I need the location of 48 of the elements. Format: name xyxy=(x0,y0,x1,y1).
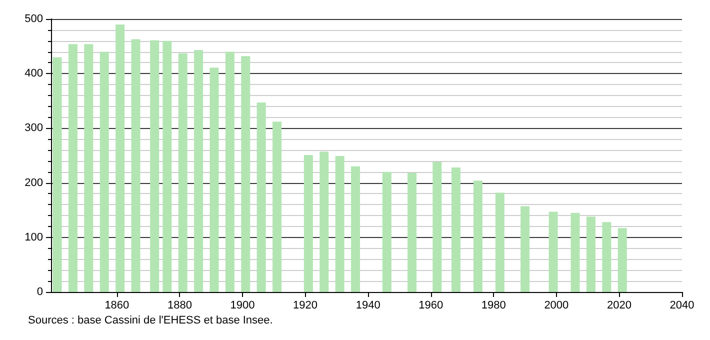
bar xyxy=(602,222,612,292)
bar xyxy=(351,166,360,292)
bar xyxy=(194,50,204,292)
bar xyxy=(150,40,160,292)
bar xyxy=(586,216,596,292)
source-note: Sources : base Cassini de l'EHESS et base Insee. xyxy=(28,314,273,326)
bar xyxy=(52,57,62,292)
bar xyxy=(210,68,219,292)
y-tick-label: 300 xyxy=(24,122,43,134)
x-tick-label: 1940 xyxy=(356,300,380,312)
x-tick-label: 2040 xyxy=(670,300,694,312)
bar xyxy=(520,206,530,292)
bar xyxy=(432,162,442,292)
bar xyxy=(304,154,313,292)
x-tick-label: 2000 xyxy=(544,300,569,312)
y-tick-label: 200 xyxy=(24,176,43,189)
bar xyxy=(162,40,172,292)
bar xyxy=(100,52,109,292)
x-tick-label: 1920 xyxy=(293,300,318,312)
x-tick-label: 1900 xyxy=(230,300,255,312)
x-tick-label: 1980 xyxy=(481,300,506,312)
bar xyxy=(495,192,504,292)
bar xyxy=(68,44,78,292)
bar xyxy=(272,122,282,292)
bar xyxy=(570,212,580,292)
bar xyxy=(225,52,234,292)
y-tick-label: 500 xyxy=(24,13,43,25)
bar xyxy=(256,102,266,292)
bar xyxy=(408,172,417,292)
bar xyxy=(116,24,125,292)
x-tick-label: 1960 xyxy=(418,300,444,312)
bar xyxy=(451,168,460,292)
y-tick-label: 100 xyxy=(24,231,43,244)
x-tick-label: 1860 xyxy=(104,300,130,312)
bar xyxy=(473,180,482,292)
bar xyxy=(618,228,627,292)
y-tick-label: 0 xyxy=(36,286,43,298)
bar xyxy=(178,53,188,292)
bar xyxy=(548,212,558,292)
bar xyxy=(131,39,140,292)
y-tick-label: 400 xyxy=(24,68,43,80)
bar xyxy=(241,56,250,292)
bar xyxy=(335,156,344,292)
x-tick-label: 2020 xyxy=(606,300,632,312)
x-tick-label: 1880 xyxy=(167,300,192,312)
bar xyxy=(382,172,392,292)
bar xyxy=(84,44,94,292)
bar xyxy=(320,152,329,292)
